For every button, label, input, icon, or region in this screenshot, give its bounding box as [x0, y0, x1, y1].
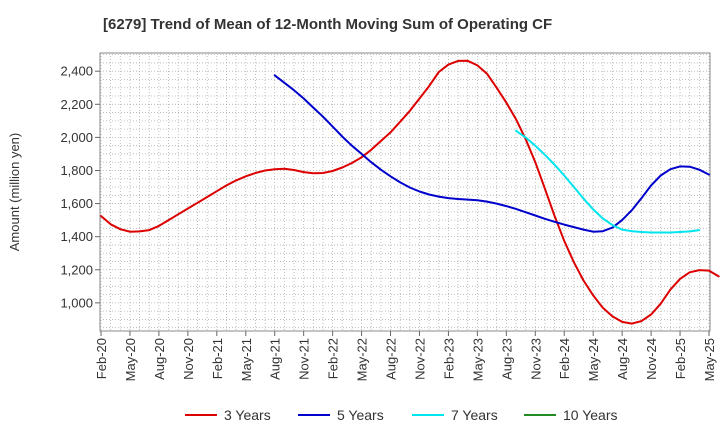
x-tick-label: Feb-23	[441, 338, 456, 379]
x-tick-label: Nov-21	[297, 338, 312, 380]
y-tick-label: 1,400	[60, 229, 93, 244]
y-tick-label: 2,200	[60, 97, 93, 112]
y-tick-label: 1,000	[60, 295, 93, 310]
series-line-3-years	[100, 59, 720, 325]
x-tick-label: Feb-21	[210, 338, 225, 379]
x-tick-label: Aug-22	[384, 338, 399, 380]
y-axis-ticks: 1,000 1,200 1,400 1,600 1,800 2,000 2,200 2,400	[60, 64, 100, 310]
x-tick-label: Nov-20	[181, 338, 196, 380]
series-line-5-years	[273, 74, 710, 233]
x-tick-label: May-23	[470, 338, 485, 381]
y-tick-label: 1,800	[60, 163, 93, 178]
grid-lines	[100, 53, 710, 331]
y-tick-label: 2,400	[60, 64, 93, 79]
legend-label: 5 Years	[337, 407, 384, 423]
chart-title: [6279] Trend of Mean of 12-Month Moving …	[103, 16, 552, 33]
x-tick-label: May-25	[702, 338, 717, 381]
legend-label: 7 Years	[451, 407, 498, 423]
legend-label: 3 Years	[224, 407, 271, 423]
x-tick-label: May-21	[239, 338, 254, 381]
x-tick-label: Feb-20	[94, 338, 109, 379]
x-tick-label: May-22	[355, 338, 370, 381]
x-tick-label: May-20	[123, 338, 138, 381]
plot-area	[99, 52, 711, 332]
y-axis-label: Amount (million yen)	[7, 133, 22, 252]
series-lines	[100, 59, 720, 325]
x-tick-label: Feb-25	[673, 338, 688, 379]
x-tick-label: Nov-24	[644, 338, 659, 380]
x-tick-label: Nov-22	[412, 338, 427, 380]
y-tick-label: 2,000	[60, 130, 93, 145]
x-tick-label: May-24	[586, 338, 601, 381]
y-tick-label: 1,200	[60, 262, 93, 277]
series-line-7-years	[515, 129, 701, 234]
x-axis-ticks: Feb-20 May-20 Aug-20 Nov-20 Feb-21 May-21 Aug-…	[94, 331, 717, 381]
x-tick-label: Aug-21	[268, 338, 283, 380]
x-tick-label: Feb-24	[557, 338, 572, 379]
x-tick-label: Aug-24	[615, 338, 630, 380]
x-tick-label: Aug-23	[499, 338, 514, 380]
x-tick-label: Feb-22	[326, 338, 341, 379]
x-tick-label: Aug-20	[152, 338, 167, 380]
x-tick-label: Nov-23	[528, 338, 543, 380]
legend: 3 Years 5 Years 7 Years 10 Years	[185, 407, 618, 423]
legend-label: 10 Years	[563, 407, 618, 423]
y-tick-label: 1,600	[60, 196, 93, 211]
